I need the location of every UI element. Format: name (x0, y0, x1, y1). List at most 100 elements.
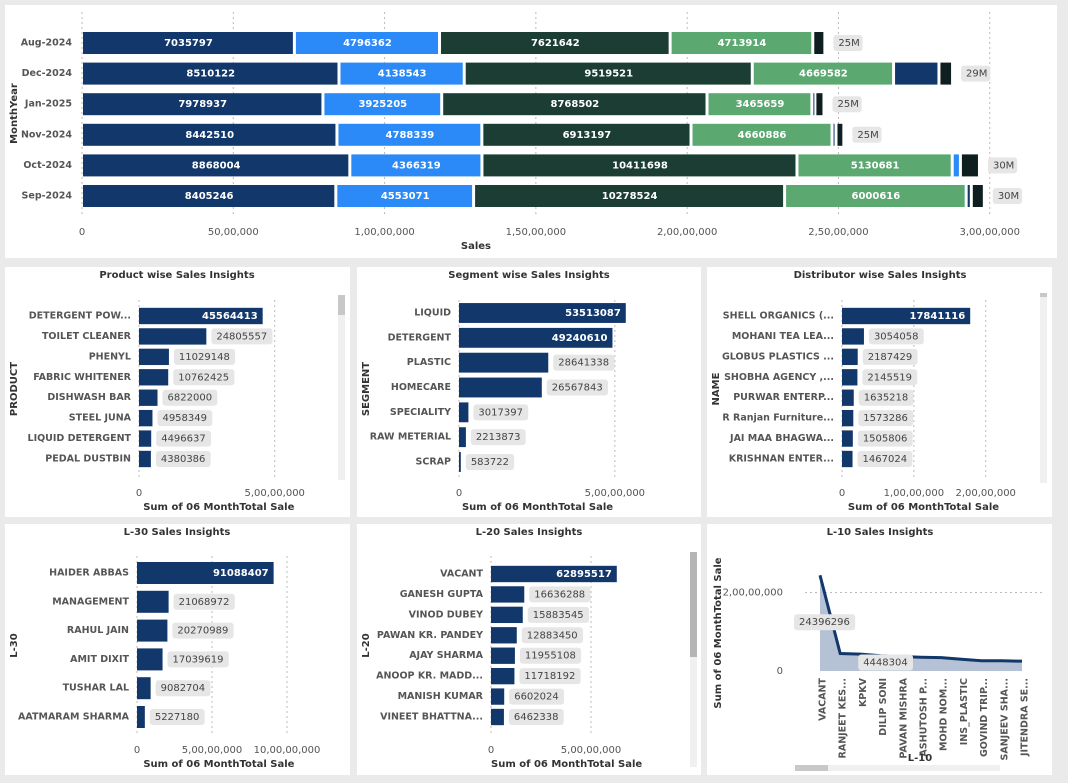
bar (842, 348, 858, 366)
y-tick-label: KRISHNAN ENTER... (729, 454, 834, 465)
y-tick-label: MOHANI TEA LEA... (732, 331, 834, 342)
y-tick-label: ANOOP KR. MADD... (376, 671, 483, 682)
y-tick-label: PLASTIC (407, 357, 451, 368)
bar-segment (972, 185, 983, 207)
label-box (149, 709, 205, 725)
bar (842, 409, 854, 427)
data-label: 1467024 (863, 454, 908, 465)
bar-segment (967, 185, 970, 207)
data-label: 583722 (471, 457, 509, 468)
label-box (508, 709, 564, 725)
bar-segment (83, 123, 336, 146)
scrollbar[interactable] (1040, 293, 1047, 483)
bar (139, 369, 169, 386)
data-label: 6602024 (514, 692, 559, 703)
data-label: 9519521 (584, 69, 633, 80)
data-label: 24805557 (216, 331, 267, 342)
bar-segment (671, 32, 812, 54)
bar-segment (895, 62, 938, 85)
y-axis-title: SEGMENT (361, 362, 372, 416)
data-label: 11955108 (525, 651, 576, 662)
bar (459, 427, 466, 448)
bar-segment (351, 154, 481, 177)
x-tick-label: 2,00,00,000 (955, 488, 1015, 499)
data-label: 2187429 (868, 352, 913, 363)
bar-segment (83, 32, 293, 54)
y-tick-label: HAIDER ABBAS (49, 568, 129, 579)
data-label: 7621642 (531, 38, 580, 49)
y-tick-label: MANISH KUMAR (398, 691, 484, 702)
y-tick-label: SHOBHA AGENCY ,... (724, 372, 834, 383)
data-label: 30M (993, 160, 1014, 171)
x-tick-label: 2,00,00,000 (657, 227, 717, 238)
bar (459, 303, 626, 323)
label-box (858, 654, 913, 671)
bar-segment (443, 93, 706, 116)
label-box (794, 614, 856, 631)
scrollbar[interactable] (795, 765, 1000, 771)
bar (491, 565, 617, 583)
scrollbar-thumb[interactable] (1040, 293, 1047, 297)
data-label: 7035797 (164, 38, 213, 49)
bar (137, 648, 163, 671)
y-tick-label: STEEL JUNA (69, 413, 132, 424)
data-label: 24396296 (799, 617, 850, 628)
bar-segment (798, 154, 951, 177)
bar-segment (83, 93, 322, 116)
x-tick-label: 1,00,00,000 (884, 488, 944, 499)
data-label: 30M (998, 191, 1019, 202)
x-tick-label: 5,00,00,000 (585, 488, 645, 499)
data-label: 28641338 (558, 358, 609, 369)
label-box (857, 430, 913, 447)
y-tick-label: JAI MAA BHAGWA... (729, 433, 834, 444)
data-label: 45564413 (202, 311, 258, 322)
y-tick-label: RAHUL JAIN (67, 625, 129, 636)
y-tick-label: AATMARAM SHARMA (18, 712, 130, 723)
data-label: 4713914 (718, 38, 767, 49)
x-tick-label: 5,00,00,000 (561, 745, 621, 756)
bar-segment (953, 154, 959, 177)
x-axis-title: L-10 (908, 753, 932, 764)
chart-title: L-20 Sales Insights (476, 527, 583, 538)
label-box (961, 65, 991, 82)
label-box (529, 586, 591, 603)
y-tick-label: 0 (777, 666, 783, 677)
bar-segment (786, 185, 965, 207)
x-axis-title: Sales (461, 241, 491, 252)
bar (842, 389, 854, 406)
scrollbar[interactable] (690, 552, 697, 767)
label-box (470, 429, 526, 446)
data-label: 10411698 (612, 160, 668, 171)
bar-segment (833, 123, 835, 146)
scrollbar-thumb[interactable] (690, 552, 697, 657)
scrollbar[interactable] (338, 295, 345, 480)
y-axis-title: PRODUCT (9, 362, 20, 416)
x-axis-title: Sum of 06 MonthTotal Sale (848, 502, 999, 513)
data-label: 8768502 (550, 99, 599, 110)
bar-segment (753, 62, 893, 85)
data-label: 8510122 (186, 69, 235, 80)
y-tick-label: RAW METERIAL (370, 432, 451, 443)
bar-segment (465, 62, 751, 85)
bar (137, 706, 145, 728)
y-tick-label: Sep-2024 (22, 191, 73, 202)
scrollbar-thumb[interactable] (795, 765, 828, 771)
y-tick-label: PAWAN KR. PANDEY (377, 630, 483, 641)
bar (139, 409, 153, 427)
x-tick-label: VACANT (818, 677, 829, 720)
data-label: 20270989 (177, 626, 228, 637)
y-tick-label: LIQUID DETERGENT (28, 433, 132, 444)
y-axis-title: MonthYear (9, 83, 20, 144)
data-label: 4366319 (392, 160, 441, 171)
y-tick-label: 2,00,00,000 (723, 587, 783, 598)
x-tick-label: 0 (134, 745, 140, 756)
label-box (211, 328, 273, 345)
scrollbar-thumb[interactable] (338, 295, 345, 315)
bar-segment (961, 154, 978, 177)
bar (139, 430, 152, 447)
y-tick-label: LIQUID (414, 308, 451, 319)
label-box (992, 188, 1023, 204)
data-label: 3465659 (736, 99, 785, 110)
label-box (987, 157, 1018, 174)
